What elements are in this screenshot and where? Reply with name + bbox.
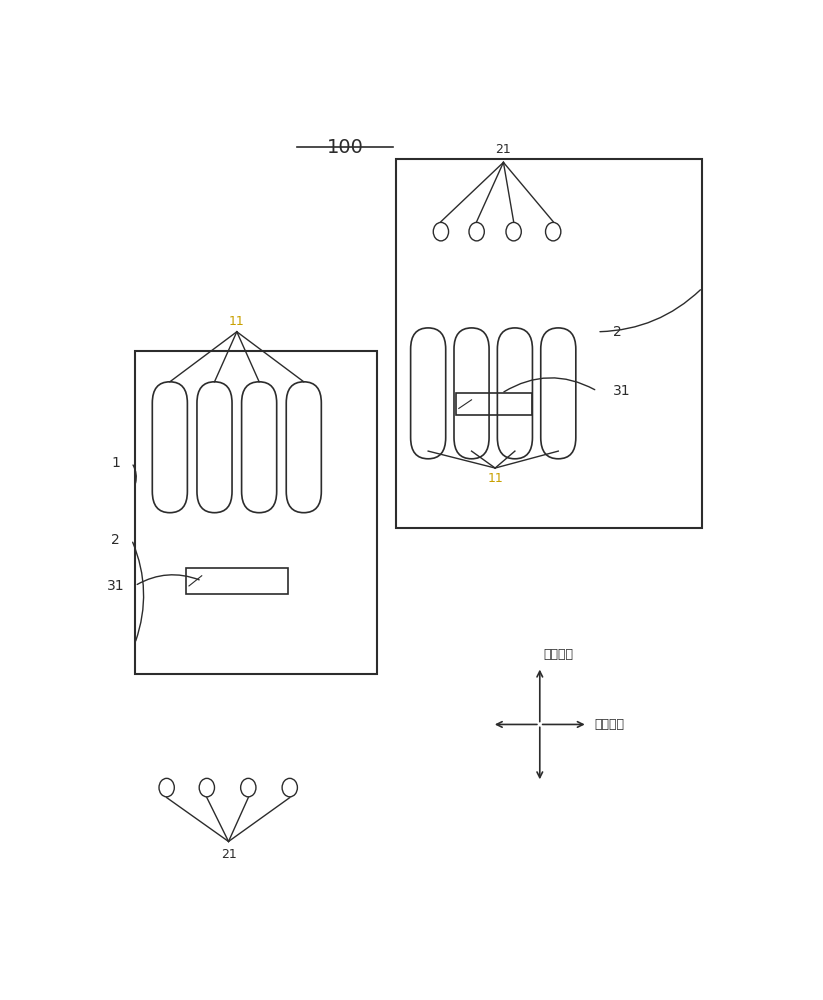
Text: 11: 11: [487, 472, 503, 485]
Bar: [135, 351, 377, 674]
Text: 100: 100: [327, 138, 364, 157]
Text: 长度方向: 长度方向: [594, 718, 624, 731]
Text: 2: 2: [111, 533, 120, 547]
Text: 2: 2: [613, 325, 622, 339]
Bar: [456, 393, 532, 415]
Text: 21: 21: [221, 848, 236, 861]
Text: 21: 21: [495, 143, 511, 156]
Text: 31: 31: [107, 579, 124, 593]
Bar: [186, 568, 288, 594]
Bar: [397, 158, 702, 528]
Text: 1: 1: [111, 456, 120, 470]
Text: 宽度方向: 宽度方向: [543, 648, 573, 661]
Text: 11: 11: [229, 315, 244, 328]
Text: 31: 31: [613, 384, 630, 398]
